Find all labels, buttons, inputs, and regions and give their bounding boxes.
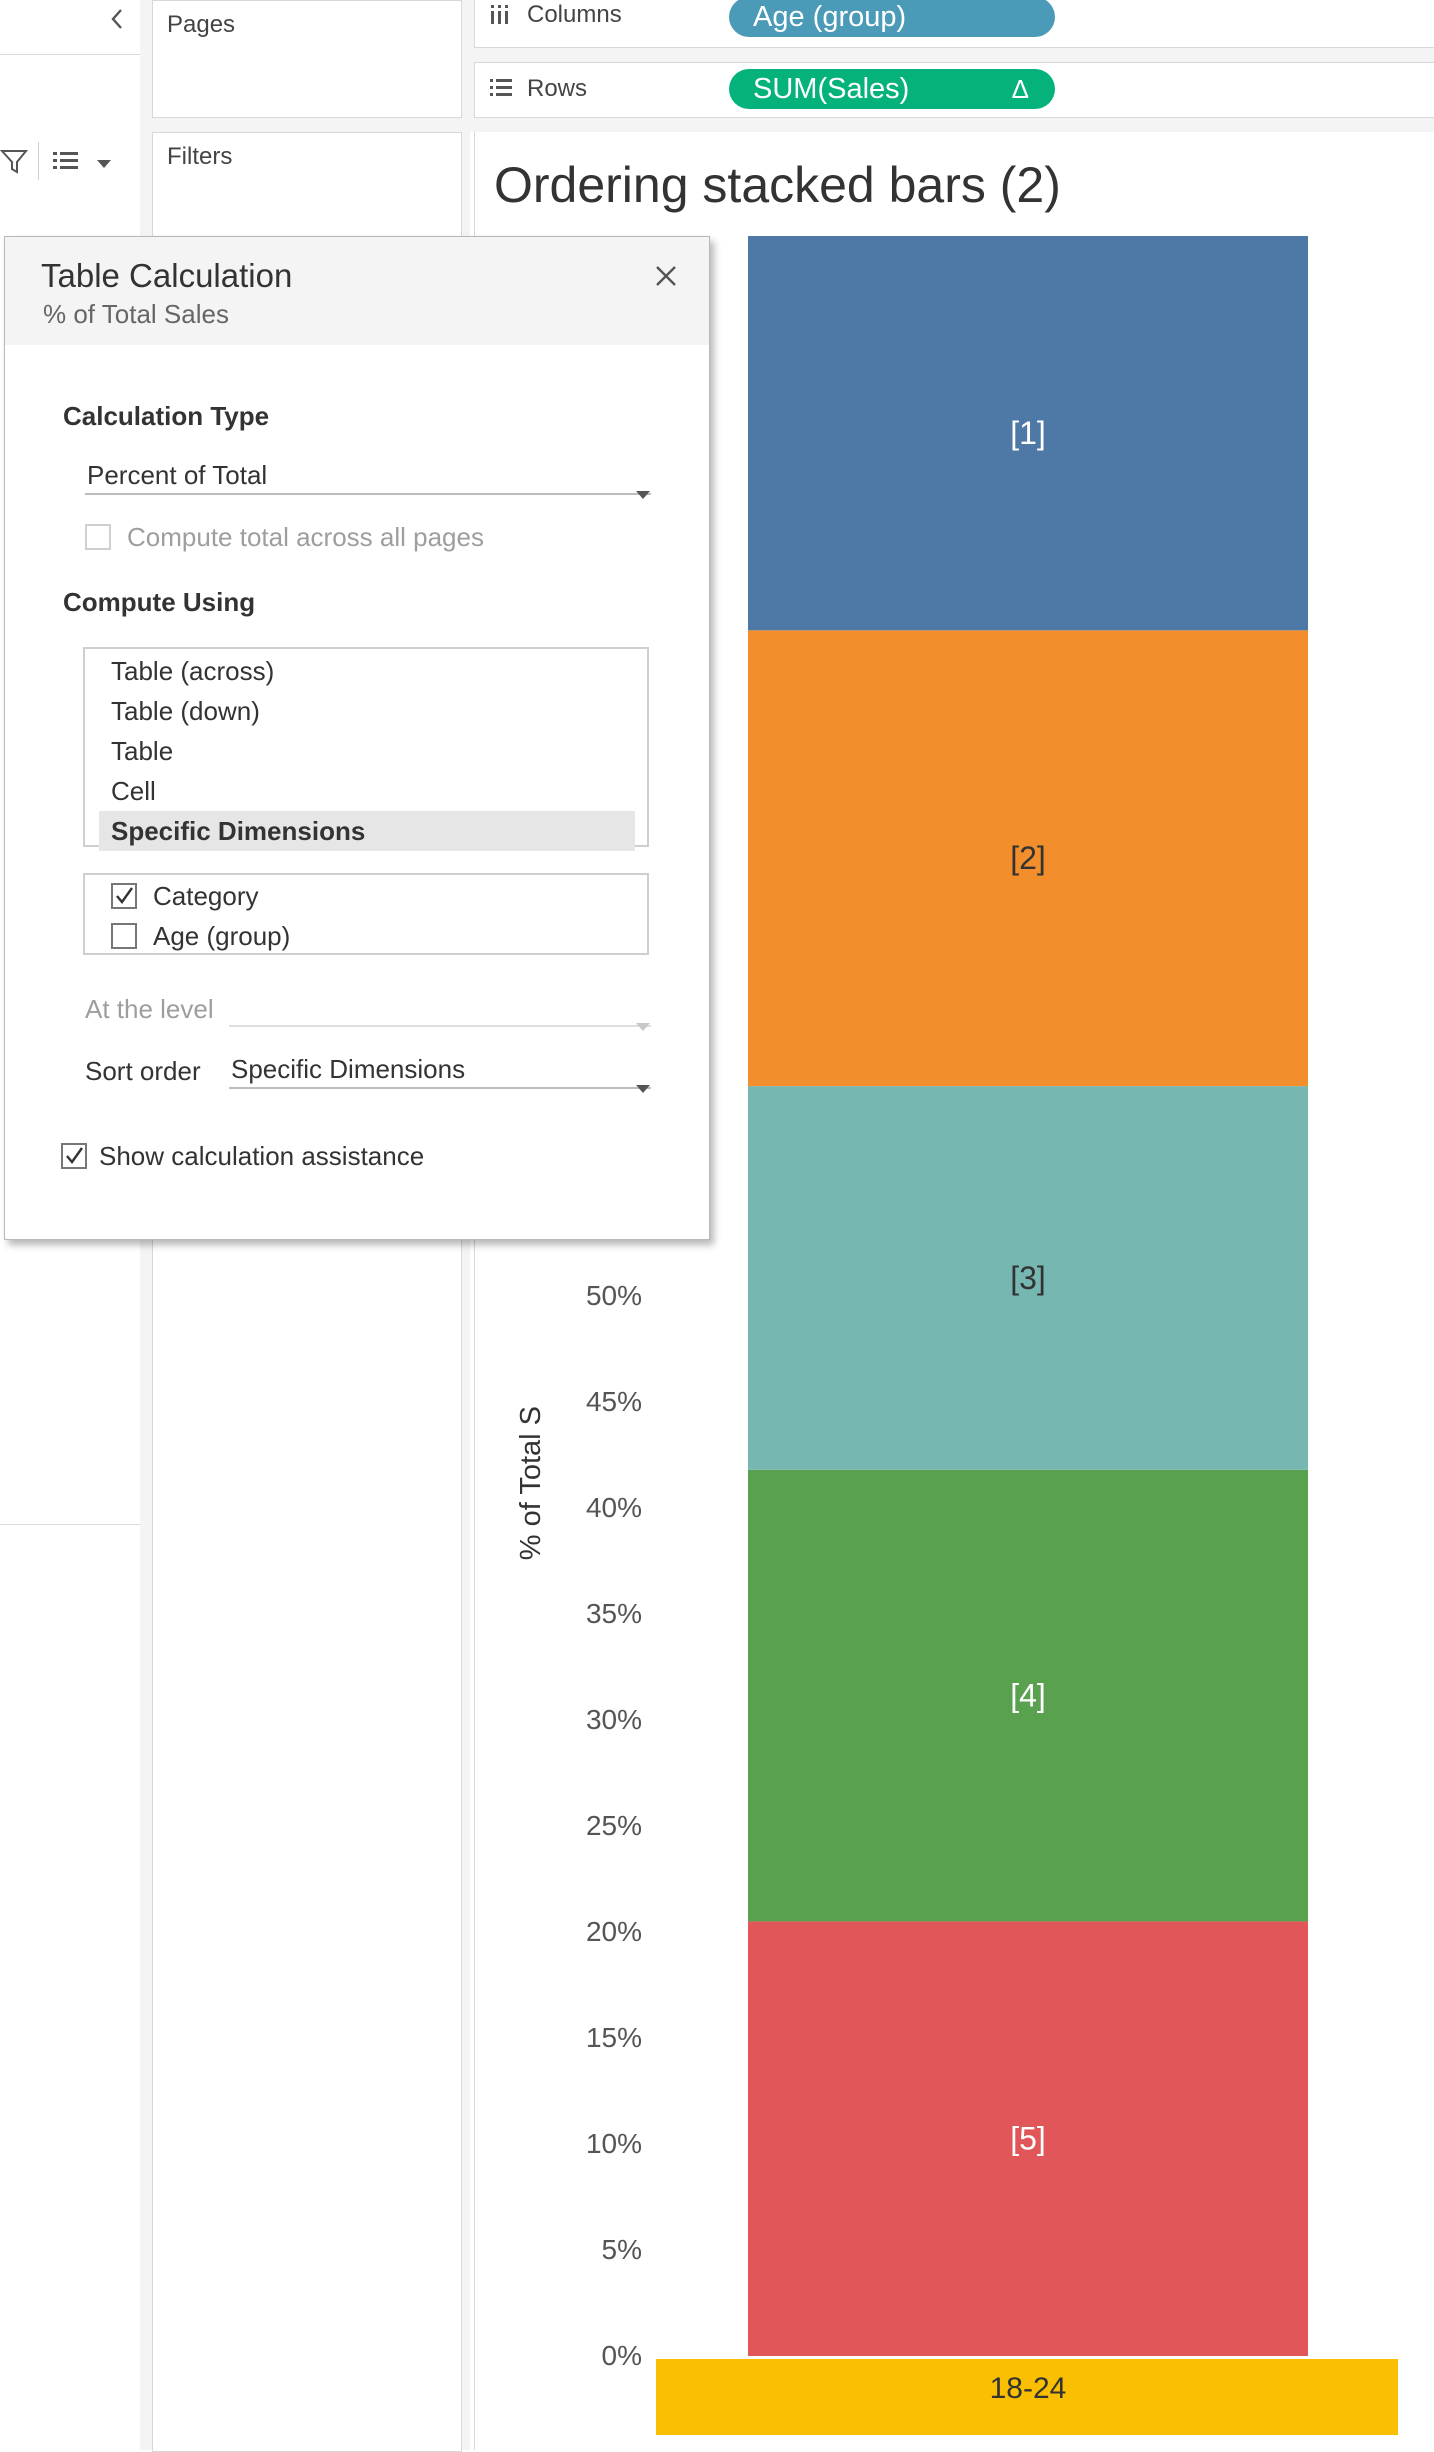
rows-shelf[interactable]: Rows SUM(Sales) Δ xyxy=(474,62,1434,118)
dimension-label: Age (group) xyxy=(153,921,291,951)
y-tick-label: 45% xyxy=(586,1386,642,1417)
chevron-down-icon[interactable] xyxy=(96,156,112,174)
bar-segment xyxy=(748,1469,1308,1922)
filters-card-label: Filters xyxy=(167,143,233,170)
specific-dimensions-list[interactable]: Category Age (group) xyxy=(83,873,649,955)
bar-segment-label: [2] xyxy=(1010,840,1046,876)
y-axis-label: % of Total S xyxy=(515,1406,547,1560)
compute-total-checkbox-box[interactable] xyxy=(85,524,111,550)
bar-segment-label: [5] xyxy=(1010,2121,1046,2157)
chevron-down-icon xyxy=(635,1003,651,1043)
show-calculation-assistance-label: Show calculation assistance xyxy=(99,1141,425,1171)
sum-sales-pill[interactable]: SUM(Sales) Δ xyxy=(729,69,1055,109)
y-tick-label: 20% xyxy=(586,1916,642,1947)
x-category-label: 18-24 xyxy=(990,2372,1067,2405)
y-tick-label: 5% xyxy=(602,2234,642,2265)
dimension-label: Category xyxy=(153,881,259,911)
age-group-pill[interactable]: Age (group) xyxy=(729,0,1055,37)
y-tick-label: 50% xyxy=(586,1280,642,1311)
rows-shelf-label: Rows xyxy=(527,75,588,102)
compute-option-cell[interactable]: Cell xyxy=(111,776,156,806)
y-tick-label: 30% xyxy=(586,1704,642,1735)
close-icon[interactable] xyxy=(653,263,679,294)
toolbar-separator xyxy=(38,142,39,180)
show-calculation-assistance-box[interactable] xyxy=(61,1143,87,1169)
sort-order-label: Sort order xyxy=(85,1056,201,1086)
sort-order-value: Specific Dimensions xyxy=(231,1054,466,1084)
age-group-pill-label: Age (group) xyxy=(753,1,907,33)
calculation-type-dropdown[interactable]: Percent of Total xyxy=(85,455,651,499)
at-the-level-dropdown[interactable] xyxy=(229,987,651,1031)
filter-icon[interactable] xyxy=(0,146,30,181)
y-tick-label: 10% xyxy=(586,2128,642,2159)
y-tick-label: 40% xyxy=(586,1492,642,1523)
columns-shelf[interactable]: Columns Age (group) xyxy=(474,0,1434,48)
columns-shelf-label: Columns xyxy=(527,1,622,28)
pane-divider xyxy=(0,1524,140,1525)
at-the-level-label: At the level xyxy=(85,994,214,1024)
chart-title: Ordering stacked bars (2) xyxy=(494,157,1061,213)
y-tick-label: 0% xyxy=(602,2340,642,2371)
pane-divider xyxy=(0,54,140,55)
table-calc-delta-icon: Δ xyxy=(1011,74,1029,104)
dialog-title: Table Calculation xyxy=(41,257,293,294)
bar-segment-label: [1] xyxy=(1010,415,1046,451)
compute-option-table-down[interactable]: Table (down) xyxy=(111,696,260,726)
bar-segment xyxy=(748,236,1308,631)
chevron-down-icon xyxy=(635,1065,651,1105)
pages-card-label: Pages xyxy=(167,11,236,38)
table-calculation-dialog: Table Calculation % of Total Sales Calcu… xyxy=(4,236,710,1240)
bar-segment xyxy=(748,1921,1308,2356)
compute-option-specific-dimensions[interactable]: Specific Dimensions xyxy=(99,811,635,851)
list-view-icon[interactable] xyxy=(52,150,80,177)
sum-sales-pill-label: SUM(Sales) xyxy=(753,73,910,105)
columns-icon xyxy=(489,3,511,32)
dialog-subtitle: % of Total Sales xyxy=(43,299,229,329)
dialog-header: Table Calculation % of Total Sales xyxy=(5,237,709,345)
compute-using-list[interactable]: Table (across) Table (down) Table Cell Speci… xyxy=(83,647,649,851)
bar-segment xyxy=(748,1086,1308,1470)
rows-icon xyxy=(489,77,513,106)
calculation-type-value: Percent of Total xyxy=(87,460,268,490)
dimension-checkbox[interactable] xyxy=(111,923,137,949)
bar-segment-label: [3] xyxy=(1010,1260,1046,1296)
compute-option-table[interactable]: Table xyxy=(111,736,174,766)
y-tick-label: 35% xyxy=(586,1598,642,1629)
y-tick-label: 25% xyxy=(586,1810,642,1841)
compute-option-table-across[interactable]: Table (across) xyxy=(111,656,275,686)
calculation-type-label: Calculation Type xyxy=(63,401,270,431)
pages-card[interactable]: Pages xyxy=(152,0,462,118)
x-category-highlight xyxy=(656,2359,1398,2435)
chevron-down-icon xyxy=(635,471,651,511)
dimension-checkbox[interactable] xyxy=(111,883,137,909)
bar-segment xyxy=(748,630,1308,1087)
chevron-left-icon[interactable] xyxy=(106,4,128,40)
compute-total-checkbox-label: Compute total across all pages xyxy=(127,522,484,552)
sort-order-dropdown[interactable]: Specific Dimensions xyxy=(229,1049,651,1093)
y-tick-label: 15% xyxy=(586,2022,642,2053)
compute-using-label: Compute Using xyxy=(63,587,256,617)
bar-segment-label: [4] xyxy=(1010,1678,1046,1714)
